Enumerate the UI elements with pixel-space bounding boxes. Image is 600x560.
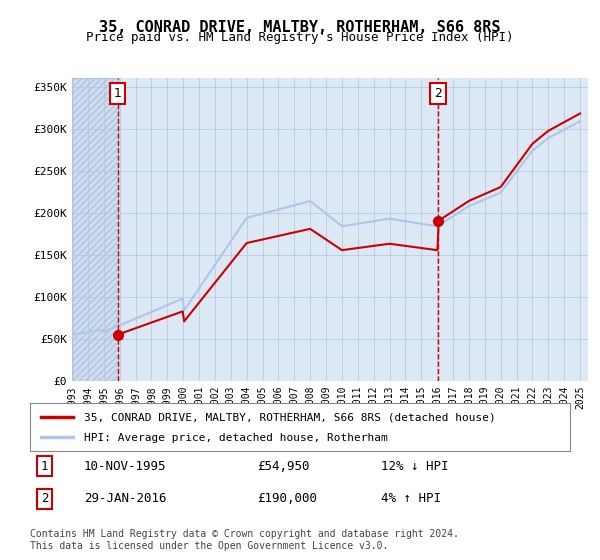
Text: 1: 1 <box>114 87 122 100</box>
Text: 10-NOV-1995: 10-NOV-1995 <box>84 460 167 473</box>
Text: Price paid vs. HM Land Registry's House Price Index (HPI): Price paid vs. HM Land Registry's House … <box>86 31 514 44</box>
Text: £190,000: £190,000 <box>257 492 317 506</box>
Text: 2: 2 <box>41 492 48 506</box>
Text: 2: 2 <box>434 87 442 100</box>
Text: 29-JAN-2016: 29-JAN-2016 <box>84 492 167 506</box>
Text: Contains HM Land Registry data © Crown copyright and database right 2024.
This d: Contains HM Land Registry data © Crown c… <box>30 529 459 551</box>
Text: 12% ↓ HPI: 12% ↓ HPI <box>381 460 449 473</box>
Text: HPI: Average price, detached house, Rotherham: HPI: Average price, detached house, Roth… <box>84 433 388 444</box>
Text: 1: 1 <box>41 460 48 473</box>
Text: 35, CONRAD DRIVE, MALTBY, ROTHERHAM, S66 8RS (detached house): 35, CONRAD DRIVE, MALTBY, ROTHERHAM, S66… <box>84 413 496 422</box>
Text: 4% ↑ HPI: 4% ↑ HPI <box>381 492 441 506</box>
Text: 35, CONRAD DRIVE, MALTBY, ROTHERHAM, S66 8RS: 35, CONRAD DRIVE, MALTBY, ROTHERHAM, S66… <box>99 20 501 35</box>
Bar <box>72 78 118 381</box>
Bar <box>72 78 118 381</box>
Text: £54,950: £54,950 <box>257 460 310 473</box>
